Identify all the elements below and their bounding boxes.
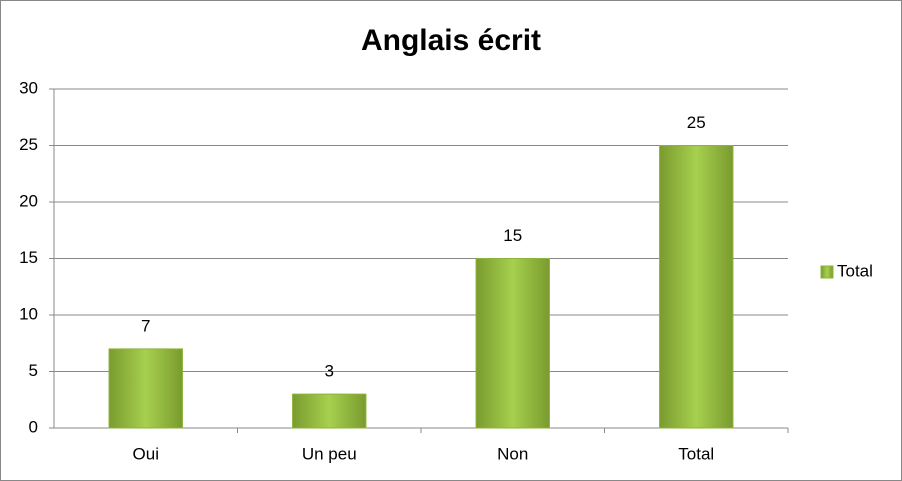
chart-title: Anglais écrit [361,24,541,57]
y-tick-label: 10 [19,304,38,323]
data-label: 25 [687,113,706,132]
bar [659,145,734,429]
bar [475,258,550,429]
y-tick-label: 0 [29,417,38,436]
y-tick-label: 5 [29,361,38,380]
x-tick-label: Total [678,444,714,463]
data-label: 7 [141,316,150,335]
data-label: 15 [503,226,522,245]
bar [108,348,183,429]
x-tick-label: Non [497,444,528,463]
x-tick-label: Oui [133,444,159,463]
legend-swatch [820,265,834,279]
legend-label: Total [837,261,873,280]
y-tick-label: 15 [19,248,38,267]
bar [292,393,367,429]
y-tick-label: 25 [19,135,38,154]
data-label: 3 [325,362,334,381]
x-tick-label: Un peu [302,444,357,463]
y-tick-label: 20 [19,191,38,210]
y-tick-label: 30 [19,78,38,97]
